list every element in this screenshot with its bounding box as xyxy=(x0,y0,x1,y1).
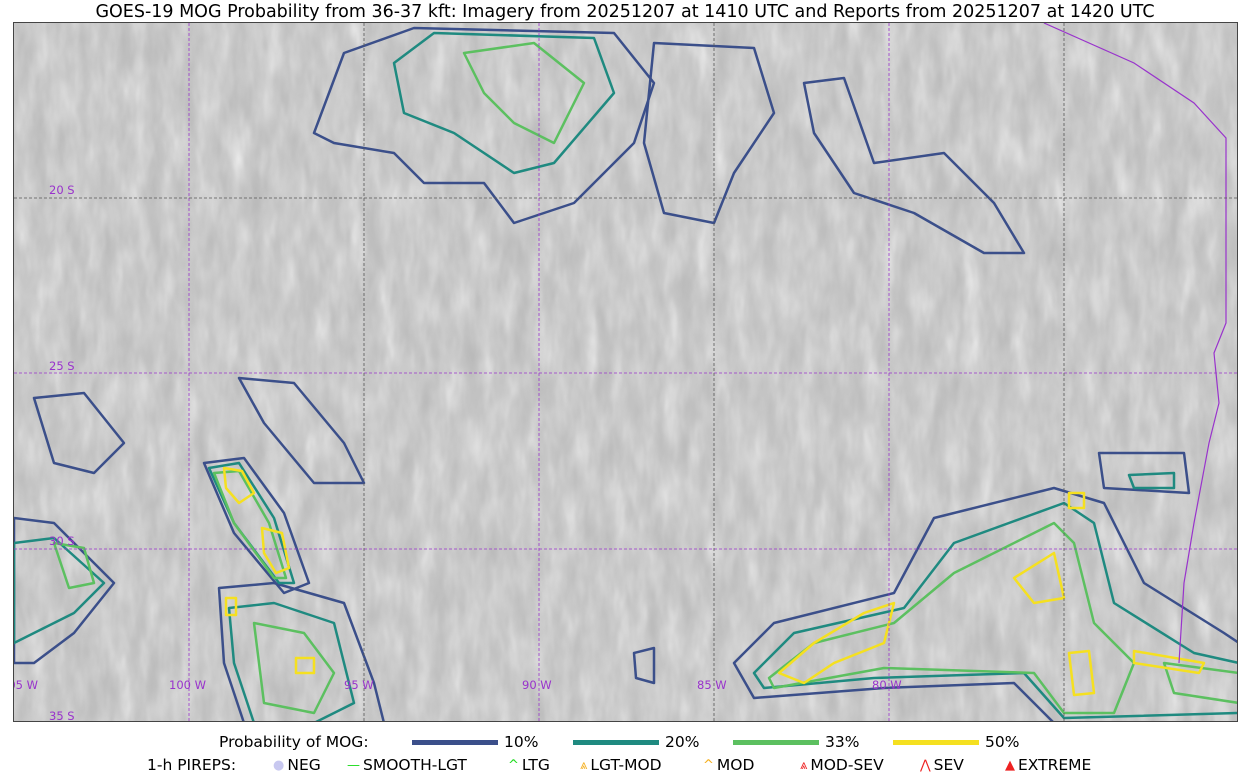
double-caret-icon: ⋀ xyxy=(920,757,931,773)
contours xyxy=(14,26,1237,721)
map-title: GOES-19 MOG Probability from 36-37 kft: … xyxy=(95,2,1155,22)
neg-circle-icon: ● xyxy=(273,757,285,773)
swatch xyxy=(412,739,498,745)
legend-item-10: 10% xyxy=(412,733,538,751)
lat-label: 25 S xyxy=(49,359,75,373)
lat-label: 30 S xyxy=(49,534,75,548)
pirep-label: SEV xyxy=(933,756,964,774)
legend-title: Probability of MOG: xyxy=(219,733,369,751)
lon-label: 100 W xyxy=(169,678,206,692)
pirep-label: NEG xyxy=(287,756,321,774)
legend-label: 33% xyxy=(825,733,860,751)
legend-item-50: 50% xyxy=(893,733,1019,751)
legend-label: 10% xyxy=(504,733,539,751)
legend-item-20: 20% xyxy=(573,733,699,751)
lon-label: 80 W xyxy=(872,678,902,692)
swatch xyxy=(893,739,979,745)
lon-label: 105 W xyxy=(14,678,38,692)
lon-label: 85 W xyxy=(697,678,727,692)
lon-label: 90 W xyxy=(522,678,552,692)
pirep-label: MOD xyxy=(716,756,755,774)
graticule xyxy=(14,23,1237,721)
coastline xyxy=(1043,23,1227,664)
swatch xyxy=(573,739,659,745)
lon-label: 95 W xyxy=(344,678,374,692)
filled-triangle-icon: ▲ xyxy=(1005,757,1015,773)
satellite-map: 20 S 25 S 30 S 35 S 105 W 100 W 95 W 90 … xyxy=(13,22,1238,722)
swatch xyxy=(733,739,819,745)
legend-label: 50% xyxy=(985,733,1020,751)
map-canvas xyxy=(14,23,1237,721)
pirep-label: SMOOTH-LGT xyxy=(363,756,467,774)
pirep-label: EXTREME xyxy=(1018,756,1092,774)
caret-icon: ^ xyxy=(703,757,714,773)
lat-label: 35 S xyxy=(49,709,75,722)
double-caret-bar-icon: ⩓ xyxy=(800,757,808,773)
pirep-title: 1-h PIREPS: xyxy=(147,756,237,774)
contour-33pct xyxy=(52,41,1237,715)
pirep-label: LGT-MOD xyxy=(590,756,662,774)
graticule-dark xyxy=(14,23,1237,721)
legend-label: 20% xyxy=(665,733,700,751)
pirep-label: MOD-SEV xyxy=(810,756,884,774)
imagery-texture xyxy=(14,23,1237,721)
caret-icon: ^ xyxy=(508,757,519,773)
line-icon: — xyxy=(347,757,360,773)
pirep-label: LTG xyxy=(521,756,550,774)
legend-item-33: 33% xyxy=(733,733,859,751)
caret-bar-icon: ⩓ xyxy=(580,757,588,773)
lat-label: 20 S xyxy=(49,183,75,197)
